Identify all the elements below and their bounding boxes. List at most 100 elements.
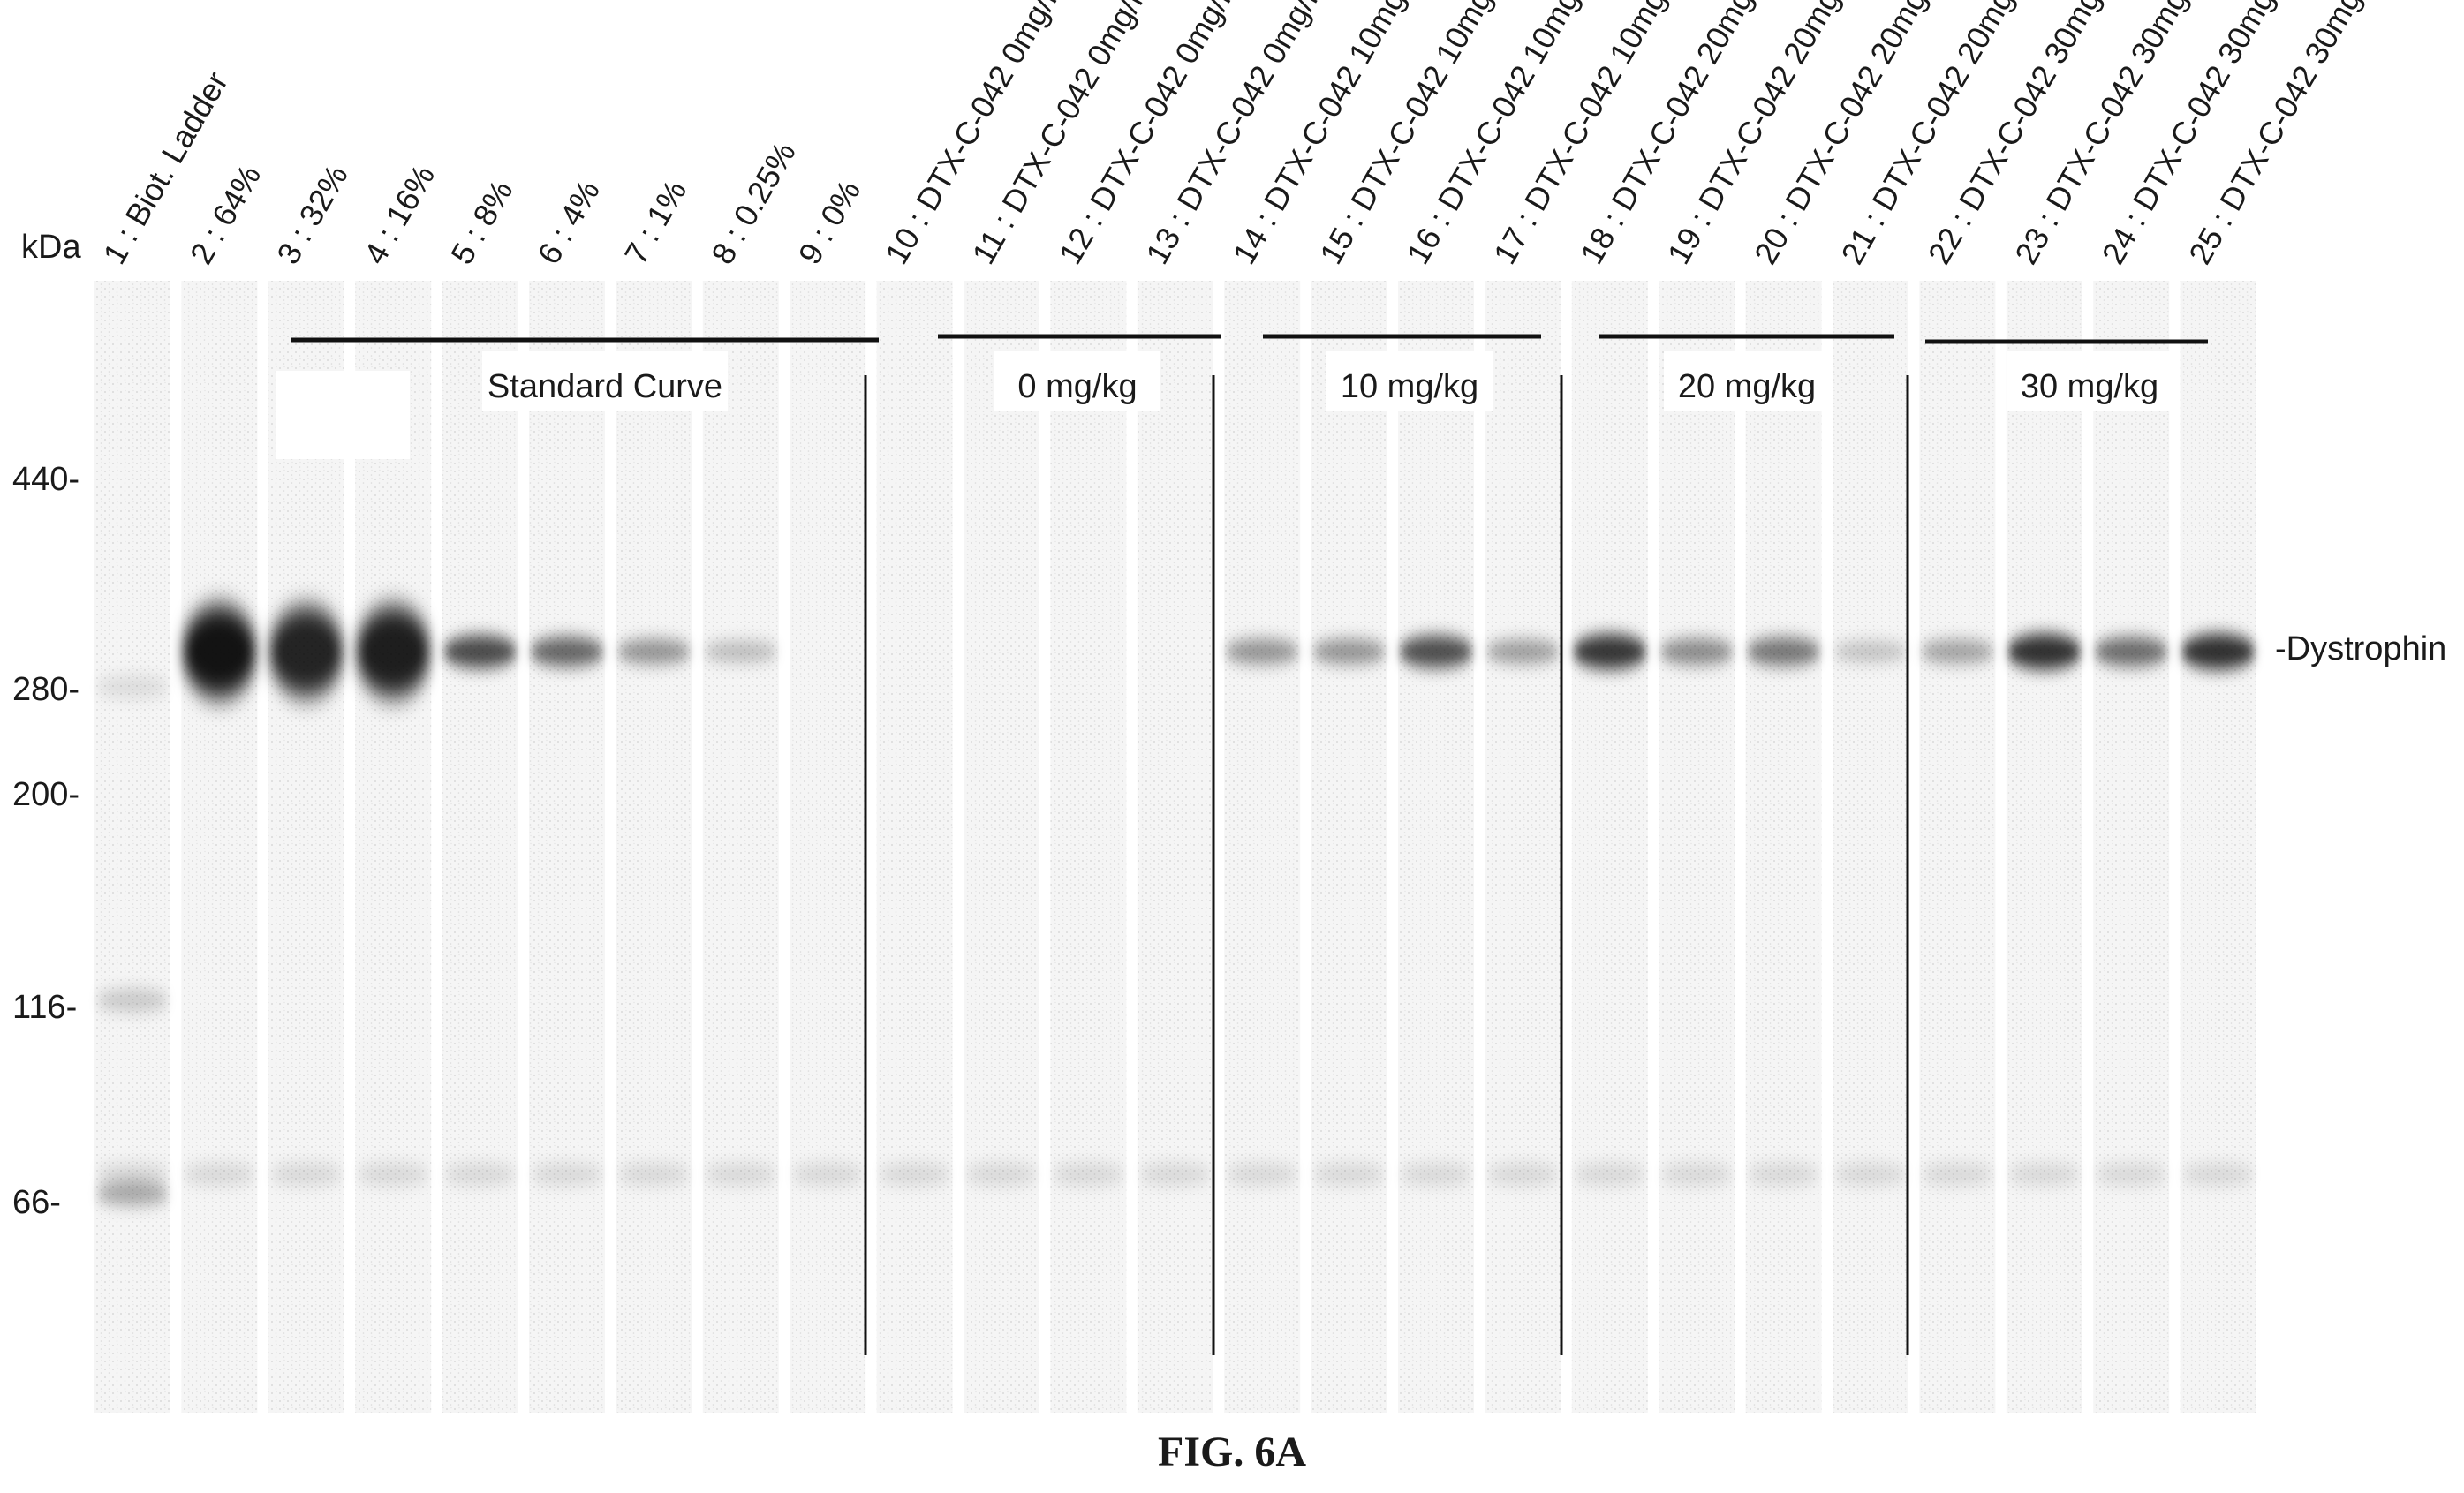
dystrophin-band (2007, 633, 2082, 670)
figure-caption: FIG. 6A (1158, 1429, 1306, 1475)
loading-band (1486, 1164, 1560, 1185)
group-brackets (291, 334, 2208, 344)
dystrophin-band (703, 641, 778, 662)
loading-band (1400, 1164, 1472, 1185)
loading-band (704, 1164, 777, 1185)
group-label-0mgkg: 0 mg/kg (1017, 368, 1137, 405)
dystrophin-band (1659, 638, 1735, 665)
group-label-bg (1664, 351, 1830, 411)
dystrophin-band (182, 606, 257, 697)
lane-strip (1224, 281, 1301, 1413)
dystrophin-label: -Dystrophin (2275, 630, 2446, 667)
loading-band (1138, 1164, 1212, 1185)
ladder-mark-440: 440- (12, 461, 79, 498)
lane-label: 7 : 1% (617, 174, 694, 270)
loading-band (1921, 1164, 1994, 1185)
lane-label: 4 : 16% (357, 159, 442, 270)
loading-band (531, 1164, 603, 1185)
lane-strip (1659, 281, 1735, 1413)
loading-band (2181, 1164, 2255, 1185)
loading-band (1747, 1164, 1820, 1185)
lane-strip (1919, 281, 1996, 1413)
group-labels: Standard Curve 0 mg/kg 10 mg/kg 20 mg/kg… (482, 351, 2173, 411)
lane-label: 9 : 0% (791, 174, 868, 270)
loading-band (96, 1164, 169, 1185)
lane-strip (529, 281, 605, 1413)
dystrophin-band (2181, 633, 2256, 670)
lane-strip (876, 281, 953, 1413)
loading-band (617, 1164, 691, 1185)
dystrophin-band (1485, 639, 1561, 664)
lane-strip (1745, 281, 1822, 1413)
group-separators (864, 375, 1909, 1355)
ladder-band (96, 675, 169, 698)
lane-strip (94, 281, 170, 1413)
loading-band (357, 1164, 430, 1185)
dystrophin-band (1225, 638, 1300, 665)
bands (96, 606, 2256, 1205)
loading-band (965, 1164, 1038, 1185)
lane-strip (1571, 281, 1648, 1413)
group-label-30mgkg: 30 mg/kg (2021, 368, 2158, 405)
ladder-band (96, 989, 169, 1012)
dystrophin-band (1833, 641, 1908, 662)
units-label: kDa (21, 229, 81, 266)
group-label-10mgkg: 10 mg/kg (1341, 368, 1478, 405)
lane-strip (2093, 281, 2170, 1413)
loading-band (1834, 1164, 1907, 1185)
group-label-bg (1326, 351, 1493, 411)
ladder-mark-66: 66- (12, 1184, 61, 1221)
loading-band (791, 1164, 865, 1185)
lane-label: 6 : 4% (530, 174, 607, 270)
lane-strip (1485, 281, 1561, 1413)
lane-strip (355, 281, 432, 1413)
loading-band (1226, 1164, 1299, 1185)
dystrophin-band (2094, 637, 2169, 667)
lane-label: 2 : 64% (183, 159, 268, 270)
lane-strip (964, 281, 1039, 1413)
dystrophin-band (1311, 638, 1387, 665)
loading-band (269, 1164, 343, 1185)
ladder-band (96, 1182, 169, 1205)
lane-label: 8 : 0.25% (704, 136, 803, 270)
lane-strips (94, 281, 2256, 1413)
lane-label: 25 : DTX-C-042 30mg/kg (2181, 0, 2390, 270)
group-label-20mgkg: 20 mg/kg (1678, 368, 1816, 405)
lane-strip (1398, 281, 1474, 1413)
lane-strip (442, 281, 518, 1413)
lane-strip (790, 281, 866, 1413)
loading-band (1660, 1164, 1734, 1185)
dystrophin-band (1399, 635, 1473, 668)
ladder-mark-200: 200- (12, 776, 79, 813)
loading-band (443, 1164, 517, 1185)
dystrophin-band (356, 606, 431, 697)
lane-strip (2180, 281, 2256, 1413)
lane-strip (1050, 281, 1127, 1413)
group-label-standard-curve: Standard Curve (488, 368, 722, 405)
loading-band (1573, 1164, 1646, 1185)
lane-strip (616, 281, 692, 1413)
ladder-marks: 440- 280- 200- 116- 66- (12, 461, 79, 1221)
dystrophin-band (1746, 637, 1821, 666)
dystrophin-band (442, 635, 518, 668)
lane-strip (1137, 281, 1213, 1413)
loading-band (1052, 1164, 1125, 1185)
lane-strip (181, 281, 258, 1413)
ladder-mark-116: 116- (12, 989, 77, 1026)
loading-band (1312, 1164, 1386, 1185)
loading-band (2095, 1164, 2168, 1185)
loading-band (183, 1164, 256, 1185)
dystrophin-band (268, 607, 344, 697)
dystrophin-band (1920, 639, 1995, 664)
lane-strip (1311, 281, 1387, 1413)
lane-strip (1833, 281, 1908, 1413)
lane-strip (702, 281, 779, 1413)
dystrophin-band (616, 638, 692, 665)
dystrophin-band (530, 637, 604, 667)
loading-band (878, 1164, 951, 1185)
blank-patch (276, 371, 410, 459)
lane-strip (268, 281, 344, 1413)
group-label-bg (2007, 351, 2173, 411)
